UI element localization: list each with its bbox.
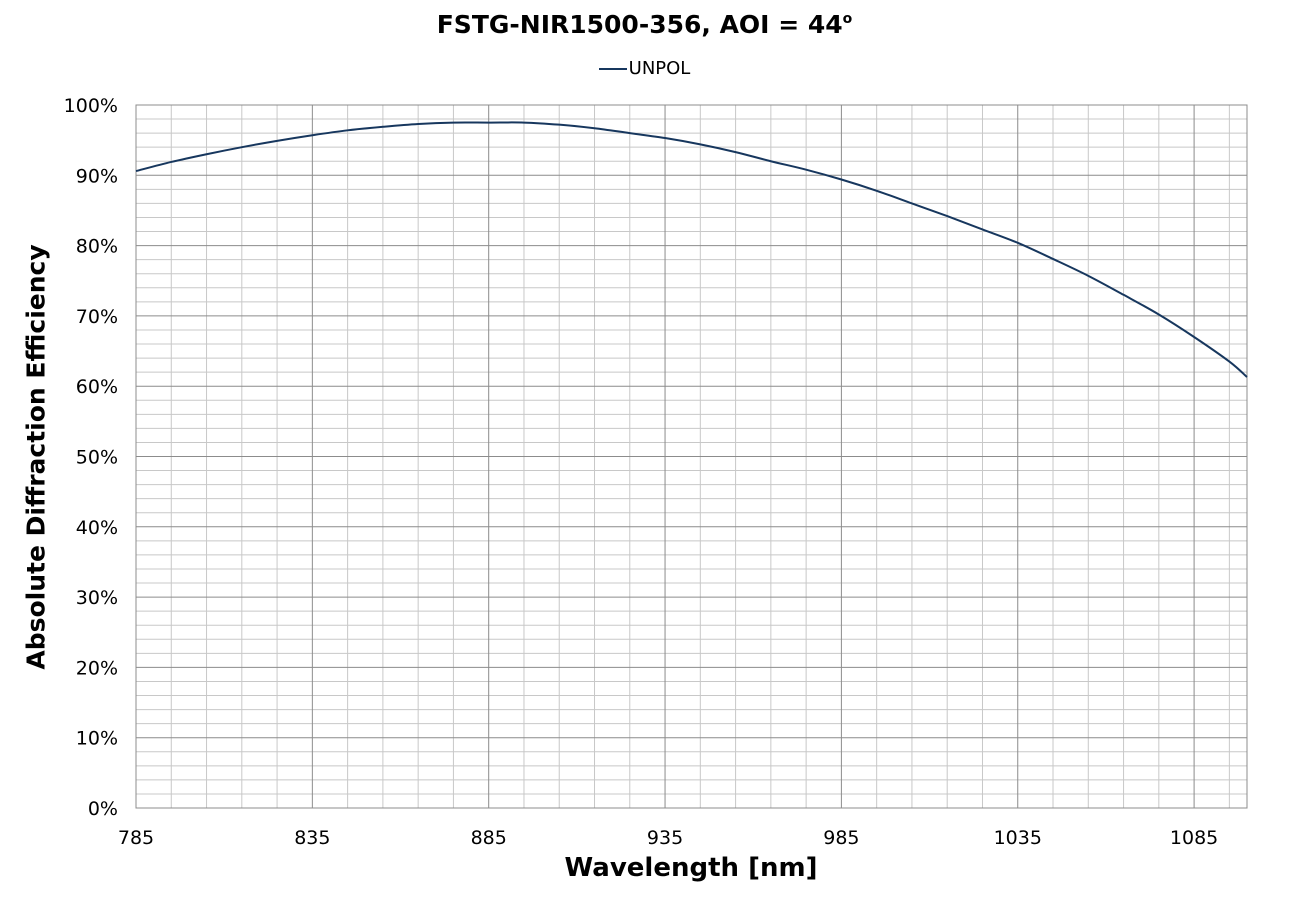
minor-gridlines (136, 105, 1247, 808)
y-tick-label: 10% (76, 728, 118, 750)
y-tick-label: 90% (76, 165, 118, 187)
series-layer (135, 121, 1248, 378)
y-tick-label: 70% (76, 306, 118, 328)
y-tick-label: 0% (88, 798, 118, 820)
y-tick-label: 20% (76, 657, 118, 679)
x-tick-label: 785 (118, 827, 154, 849)
chart-title: FSTG-NIR1500-356, AOI = 44o (436, 10, 853, 39)
y-tick-label: 60% (76, 376, 118, 398)
legend-swatch-unpol (598, 68, 627, 70)
x-tick-labels: 785 835 885 935 985 1035 1085 (118, 827, 1218, 849)
x-tick-label: 1085 (1170, 827, 1218, 849)
y-tick-label: 40% (76, 517, 118, 539)
legend: UNPOL (0, 58, 1289, 79)
y-tick-label: 30% (76, 587, 118, 609)
x-tick-label: 935 (647, 827, 683, 849)
x-tick-label: 835 (294, 827, 330, 849)
y-tick-label: 100% (64, 95, 118, 117)
x-axis-title: Wavelength [nm] (564, 853, 818, 883)
y-tick-label: 50% (76, 447, 118, 469)
x-tick-label: 1035 (994, 827, 1042, 849)
y-axis-title: Absolute Diffraction Efficiency (21, 244, 51, 670)
y-tick-label: 80% (76, 236, 118, 258)
plot-frame (135, 104, 1248, 809)
major-gridlines (136, 105, 1247, 808)
legend-label-unpol: UNPOL (628, 58, 691, 79)
y-tick-labels: 0% 10% 20% 30% 40% 50% 60% 70% 80% 90% 100% (64, 95, 118, 820)
x-tick-label: 885 (471, 827, 507, 849)
series-line-unpol (135, 121, 1248, 378)
x-tick-label: 985 (823, 827, 859, 849)
